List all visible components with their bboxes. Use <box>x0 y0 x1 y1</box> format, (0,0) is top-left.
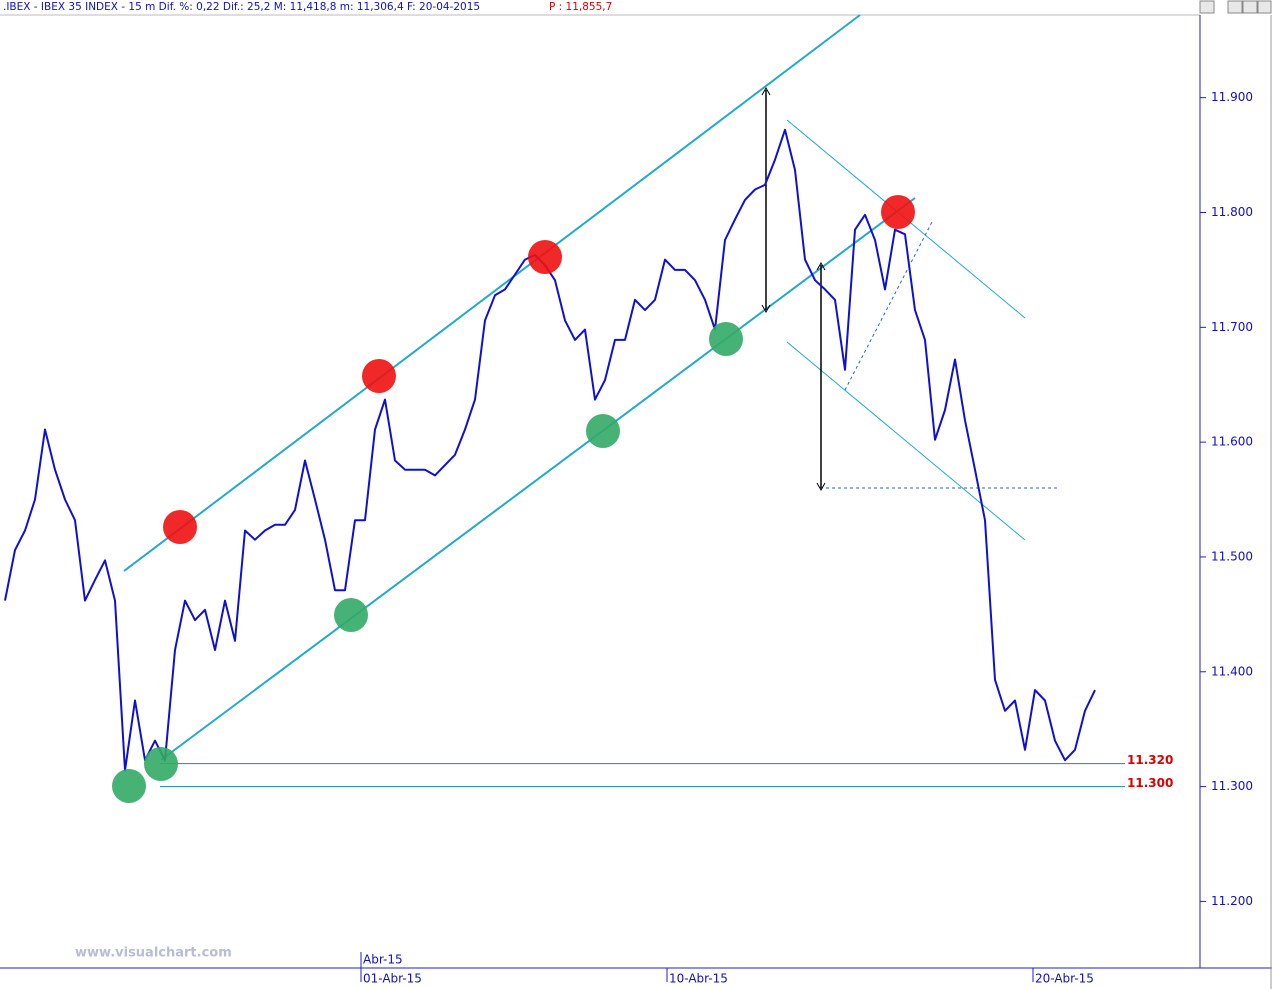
resistance-marker <box>528 240 562 274</box>
maximize-button[interactable] <box>1227 0 1243 14</box>
level-label: 11.320 <box>1127 753 1173 767</box>
y-tick-label: 11.400 <box>1211 664 1253 678</box>
resistance-marker <box>163 510 197 544</box>
channel-lower <box>160 197 916 761</box>
month-tick-label: Abr-15 <box>363 953 403 967</box>
y-tick-label: 11.200 <box>1211 894 1253 908</box>
support-marker <box>709 322 743 356</box>
support-marker <box>112 769 146 803</box>
x-tick-label: 01-Abr-15 <box>363 972 422 986</box>
resistance-marker <box>362 359 396 393</box>
support-marker <box>586 414 620 448</box>
x-tick-label: 10-Abr-15 <box>669 972 728 986</box>
arrow-heads <box>816 261 826 492</box>
y-tick-label: 11.300 <box>1211 779 1253 793</box>
drawings <box>123 14 1058 761</box>
x-tick-label: 20-Abr-15 <box>1035 972 1094 986</box>
y-tick-label: 11.500 <box>1211 549 1253 563</box>
window-buttons <box>1199 0 1272 14</box>
dotted-trend <box>844 221 933 391</box>
y-tick-label: 11.800 <box>1211 205 1253 219</box>
support-marker <box>334 598 368 632</box>
level-label: 11.300 <box>1127 776 1173 790</box>
resistance-marker <box>881 195 915 229</box>
minimize-button[interactable] <box>1199 0 1215 14</box>
channel-upper <box>123 14 861 572</box>
arrow-heads <box>761 86 771 314</box>
watermark: www.visualchart.com <box>75 946 232 961</box>
y-tick-label: 11.900 <box>1211 90 1253 104</box>
levels: 11.320 11.300 <box>160 753 1173 790</box>
restore-button[interactable] <box>1242 0 1258 14</box>
down-channel-lower <box>786 341 1026 541</box>
markers <box>112 195 915 803</box>
header-price: P : 11,855,7 <box>549 1 612 13</box>
close-button[interactable] <box>1257 0 1272 14</box>
y-tick-label: 11.600 <box>1211 435 1253 449</box>
y-tick-label: 11.700 <box>1211 320 1253 334</box>
header-text: .IBEX - IBEX 35 INDEX - 15 m Dif. %: 0,2… <box>3 1 480 13</box>
support-marker <box>144 747 178 781</box>
